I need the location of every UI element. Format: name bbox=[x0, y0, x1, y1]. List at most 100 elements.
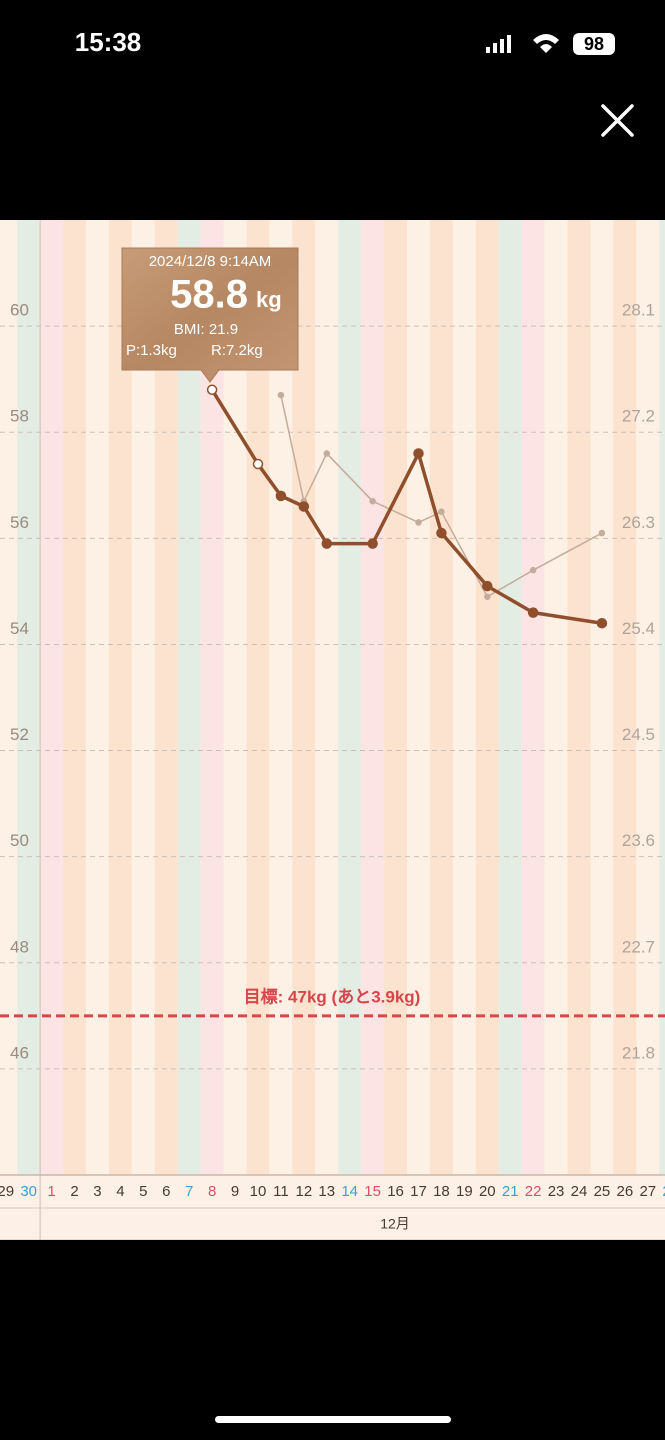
x-tick-label: 4 bbox=[116, 1183, 124, 1200]
data-point bbox=[436, 527, 447, 539]
data-point bbox=[596, 617, 608, 629]
home-indicator bbox=[215, 1416, 451, 1423]
y-tick-label: 52 bbox=[10, 725, 29, 744]
data-point bbox=[413, 448, 424, 459]
y2-tick-label: 22.7 bbox=[622, 937, 655, 956]
data-point bbox=[529, 566, 537, 574]
day-stripe bbox=[315, 220, 339, 1175]
y2-tick-label: 27.2 bbox=[622, 407, 655, 426]
day-stripe bbox=[613, 220, 637, 1175]
day-stripe bbox=[544, 220, 568, 1175]
x-tick-label: 14 bbox=[341, 1183, 358, 1200]
x-tick-label: 24 bbox=[571, 1183, 588, 1200]
day-stripe bbox=[636, 220, 660, 1175]
x-tick-label: 1 bbox=[47, 1183, 55, 1200]
x-tick-label: 26 bbox=[617, 1183, 634, 1200]
day-stripe bbox=[384, 220, 408, 1175]
day-stripe bbox=[0, 220, 18, 1175]
y-tick-label: 54 bbox=[10, 619, 29, 638]
signal bbox=[486, 35, 511, 53]
day-stripe bbox=[429, 220, 453, 1175]
day-stripe bbox=[177, 220, 201, 1175]
y-tick-label: 48 bbox=[10, 937, 29, 956]
battery-level: 98 bbox=[584, 34, 604, 54]
x-tick-label: 2 bbox=[70, 1183, 78, 1200]
day-stripe bbox=[154, 220, 178, 1175]
tooltip-box bbox=[121, 247, 299, 383]
x-tick-label: 20 bbox=[479, 1183, 496, 1200]
tooltip-bmi: BMI: 21.9 bbox=[174, 321, 238, 338]
month-label: 12月 bbox=[380, 1216, 410, 1232]
x-tick-label: 25 bbox=[594, 1183, 611, 1200]
x-tick-label: 27 bbox=[639, 1183, 656, 1200]
x-tick-label: 11 bbox=[273, 1183, 289, 1200]
data-point bbox=[321, 538, 333, 549]
x-tick-label: 5 bbox=[139, 1183, 147, 1200]
x-tick-label: 28 bbox=[662, 1183, 665, 1200]
x-tick-label: 10 bbox=[250, 1183, 267, 1200]
y-tick-label: 56 bbox=[10, 513, 29, 532]
data-point bbox=[275, 490, 287, 502]
x-tick-label: 18 bbox=[433, 1183, 450, 1200]
close-button[interactable] bbox=[601, 104, 634, 137]
day-stripe bbox=[521, 220, 545, 1175]
data-point bbox=[484, 593, 491, 600]
data-point bbox=[598, 529, 606, 537]
x-tick-label: 23 bbox=[548, 1183, 565, 1200]
day-stripe bbox=[498, 220, 522, 1175]
x-tick-label: 21 bbox=[502, 1183, 519, 1200]
y-tick-label: 58 bbox=[10, 407, 29, 426]
x-tick-label: 22 bbox=[525, 1183, 542, 1200]
y2-tick-label: 26.3 bbox=[622, 513, 655, 532]
day-stripe bbox=[567, 220, 591, 1175]
wifi bbox=[533, 34, 559, 53]
y2-tick-label: 25.4 bbox=[622, 619, 655, 638]
data-point bbox=[367, 538, 378, 549]
y2-tick-label: 23.6 bbox=[622, 831, 655, 850]
x-tick-label: 15 bbox=[364, 1183, 381, 1200]
x-tick-label: 30 bbox=[20, 1183, 37, 1200]
day-stripe bbox=[63, 220, 86, 1175]
clock: 15:38 bbox=[75, 27, 142, 57]
data-point bbox=[527, 607, 539, 618]
y-tick-label: 60 bbox=[10, 301, 29, 320]
x-tick-label: 3 bbox=[93, 1183, 101, 1200]
tooltip-value: 58.8 bbox=[170, 273, 248, 317]
y-tick-label: 50 bbox=[10, 831, 29, 850]
data-point bbox=[277, 391, 285, 399]
day-stripe bbox=[659, 220, 665, 1175]
x-tick-label: 17 bbox=[410, 1183, 427, 1200]
day-stripe bbox=[131, 220, 155, 1175]
day-stripe bbox=[407, 220, 430, 1175]
x-tick-label: 16 bbox=[387, 1183, 404, 1200]
chart: 464850525456586021.822.723.624.525.426.3… bbox=[0, 220, 665, 1240]
x-tick-label: 6 bbox=[162, 1183, 170, 1200]
tooltip-p: P:1.3kg bbox=[126, 342, 177, 359]
tooltip-unit: kg bbox=[256, 287, 282, 312]
day-stripe bbox=[475, 220, 499, 1175]
x-tick-label: 13 bbox=[318, 1183, 335, 1200]
goal-label: 目標: 47kg (あと3.9kg) bbox=[244, 986, 421, 1006]
data-point bbox=[415, 519, 422, 526]
day-stripe bbox=[246, 220, 270, 1175]
y2-tick-label: 21.8 bbox=[622, 1043, 655, 1062]
data-point bbox=[369, 497, 376, 505]
data-point bbox=[323, 450, 331, 457]
y2-tick-label: 24.5 bbox=[622, 725, 655, 744]
day-stripe bbox=[200, 220, 224, 1175]
x-tick-label: 7 bbox=[185, 1183, 193, 1200]
day-stripe bbox=[108, 220, 132, 1175]
x-tick-label: 8 bbox=[208, 1183, 216, 1200]
data-point bbox=[438, 508, 445, 516]
y-tick-label: 46 bbox=[10, 1043, 29, 1062]
x-tick-label: 9 bbox=[231, 1183, 239, 1200]
data-point bbox=[298, 501, 310, 512]
tooltip-date: 2024/12/8 9:14AM bbox=[149, 253, 272, 270]
tooltip-r: R:7.2kg bbox=[211, 342, 263, 359]
day-stripe bbox=[40, 220, 64, 1175]
x-tick-label: 12 bbox=[295, 1183, 312, 1200]
day-stripe bbox=[292, 220, 316, 1175]
x-tick-label: 19 bbox=[456, 1183, 473, 1200]
y2-tick-label: 28.1 bbox=[622, 301, 655, 320]
